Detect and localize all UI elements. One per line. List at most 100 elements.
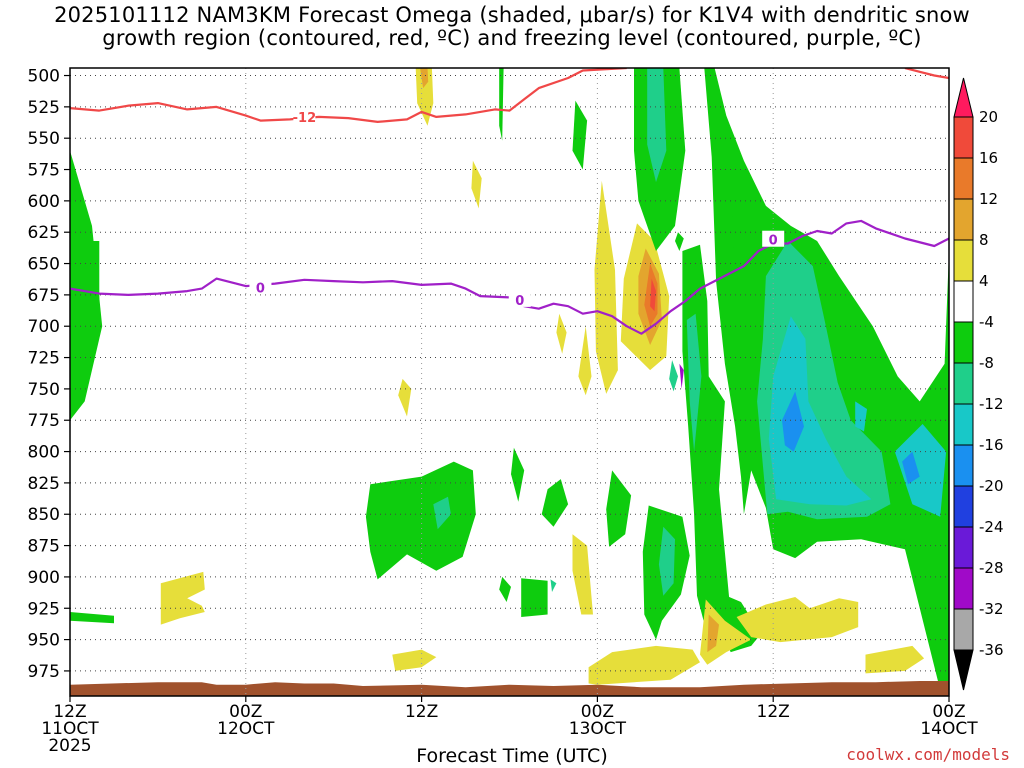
colorbar-label-3: 8	[979, 231, 989, 249]
y-tick-label-550: 550	[28, 129, 60, 149]
y-axis: 500 525 550 575 600 625 650 675 700 725 750 775 800 8…	[28, 67, 70, 682]
x-tick-label-5-2: 14OCT	[920, 719, 978, 739]
omega-region-7	[398, 378, 412, 417]
freezing-label-1: 0	[256, 281, 265, 296]
omega-shading-layer	[70, 68, 949, 696]
y-tick-label-925: 925	[28, 599, 60, 619]
omega-region-6	[420, 68, 429, 89]
omega-region-13	[511, 447, 525, 502]
omega-region-47	[700, 599, 752, 665]
y-tick-label-500: 500	[28, 67, 60, 87]
x-axis-label: Forecast Time (UTC)	[416, 745, 608, 767]
omega-region-45	[729, 215, 740, 249]
y-tick-label-775: 775	[28, 411, 60, 431]
site-credit: coolwx.com/models	[846, 745, 1010, 764]
x-tick-label-1-2: 12OCT	[217, 719, 275, 739]
colorbar-segment-4	[953, 239, 974, 282]
colorbar-label-0: 20	[979, 108, 998, 126]
colorbar-segment-top	[953, 77, 974, 118]
freezing-label-3-bg	[762, 230, 785, 247]
y-tick-label-675: 675	[28, 286, 60, 306]
colorbar-label-1: 16	[979, 149, 998, 167]
y-tick-label-825: 825	[28, 474, 60, 494]
omega-region-37	[686, 313, 702, 452]
omega-region-18	[572, 534, 593, 615]
dendritic-contour-line	[70, 68, 627, 123]
omega-region-29	[647, 68, 667, 183]
freezing-label-1-bg	[249, 278, 272, 295]
omega-region-17	[550, 579, 557, 592]
y-tick-label-800: 800	[28, 443, 60, 463]
colorbar-segment-10	[953, 485, 974, 528]
colorbar-segment-2	[953, 157, 974, 200]
contour-layer: -12 0 0 0	[70, 68, 949, 335]
y-tick-label-650: 650	[28, 255, 60, 275]
omega-region-2	[70, 241, 100, 314]
colorbar-label-9: -20	[979, 477, 1004, 495]
y-tick-label-975: 975	[28, 662, 60, 682]
x-tick-label-0-3: 2025	[48, 736, 91, 756]
chart-title: 2025101112 NAM3KM Forecast Omega (shaded…	[0, 4, 1024, 50]
x-tick-label-1-1: 00Z	[229, 702, 262, 722]
colorbar-label-11: -28	[979, 559, 1004, 577]
x-tick-label-2-1: 12Z	[405, 702, 438, 722]
omega-region-12	[499, 68, 504, 141]
y-tick-label-900: 900	[28, 568, 60, 588]
omega-region-16	[521, 578, 548, 617]
omega-region-35	[658, 526, 675, 596]
y-tick-label-700: 700	[28, 317, 60, 337]
omega-region-8	[392, 649, 437, 671]
colorbar-segment-12	[953, 567, 974, 610]
ground-surface	[70, 681, 949, 696]
omega-region-32	[679, 363, 684, 389]
y-tick-label-625: 625	[28, 223, 60, 243]
colorbar-label-4: 4	[979, 272, 989, 290]
freezing-label-2: 0	[515, 294, 524, 309]
y-tick-label-525: 525	[28, 98, 60, 118]
colorbar: 20 16 12 8 4 -4 -8 -12 -16 -20 -24 -28 -32 -36	[953, 77, 1004, 691]
omega-region-3	[70, 612, 114, 624]
colorbar-label-2: 12	[979, 190, 998, 208]
colorbar-label-5: -4	[979, 313, 994, 331]
omega-region-44	[902, 451, 920, 485]
x-tick-label-0-2: 11OCT	[41, 719, 99, 739]
omega-region-21	[572, 100, 588, 170]
omega-region-42	[855, 401, 867, 432]
omega-region-33	[588, 645, 700, 685]
chart-title-line1: 2025101112 NAM3KM Forecast Omega (shaded…	[54, 3, 970, 27]
x-tick-label-0-1: 12Z	[53, 702, 86, 722]
colorbar-segment-8	[953, 403, 974, 446]
x-tick-label-3-1: 00Z	[581, 702, 614, 722]
colorbar-label-13: -36	[979, 641, 1004, 659]
omega-region-43	[782, 391, 804, 452]
colorbar-segment-1	[953, 116, 974, 159]
y-tick-label-575: 575	[28, 161, 60, 181]
colorbar-segment-6	[953, 321, 974, 364]
omega-region-9	[365, 461, 476, 580]
colorbar-segment-13	[953, 608, 974, 651]
omega-region-50	[865, 645, 925, 674]
omega-region-5	[415, 68, 434, 126]
omega-region-27	[650, 278, 656, 312]
freezing-label-2-bg	[508, 290, 531, 307]
omega-region-10	[433, 496, 451, 530]
colorbar-label-6: -8	[979, 354, 994, 372]
omega-region-48	[707, 614, 719, 653]
colorbar-segment-3	[953, 198, 974, 241]
dendritic-contour-label: -12	[293, 111, 317, 126]
x-tick-label-3-2: 13OCT	[569, 719, 627, 739]
colorbar-label-10: -24	[979, 518, 1004, 536]
colorbar-label-12: -32	[979, 600, 1004, 618]
omega-region-20	[578, 326, 592, 396]
y-tick-label-750: 750	[28, 380, 60, 400]
y-tick-label-875: 875	[28, 537, 60, 557]
omega-region-4	[160, 571, 205, 625]
y-tick-label-600: 600	[28, 192, 60, 212]
plot-frame	[69, 67, 950, 697]
colorbar-segment-9	[953, 444, 974, 487]
dendritic-contour-label-bg	[293, 107, 316, 124]
omega-region-30	[675, 232, 684, 251]
omega-region-41	[894, 424, 947, 517]
